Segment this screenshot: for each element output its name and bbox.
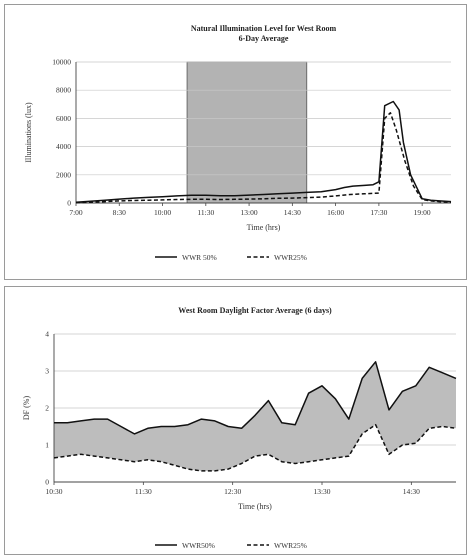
chart-subtitle: 6-Day Average (239, 34, 289, 43)
x-tick-label: 17:30 (370, 208, 387, 217)
y-tick-label: 6000 (56, 114, 71, 123)
y-tick-label: 4 (45, 330, 49, 339)
x-tick-label: 10:30 (45, 487, 62, 496)
illumination-chart-panel: Natural Illumination Level for West Room… (4, 4, 467, 280)
x-tick-label: 19:00 (414, 208, 431, 217)
x-tick-label: 8:30 (113, 208, 127, 217)
y-tick-label: 10000 (52, 58, 71, 67)
x-tick-label: 14:30 (403, 487, 420, 496)
x-tick-label: 13:00 (241, 208, 258, 217)
y-tick-label: 1 (45, 441, 49, 450)
x-tick-label: 14:30 (284, 208, 301, 217)
chart-title: West Room Daylight Factor Average (6 day… (178, 306, 332, 315)
x-tick-label: 11:30 (197, 208, 214, 217)
y-axis-title: Illuminations (lux) (24, 102, 33, 163)
x-tick-label: 13:30 (313, 487, 330, 496)
series-line-1 (75, 100, 452, 204)
series-line-2 (75, 112, 452, 204)
y-tick-label: 8000 (56, 86, 71, 95)
x-tick-label: 11:30 (135, 487, 152, 496)
y-tick-label: 2 (45, 404, 49, 413)
illumination-chart: Natural Illumination Level for West Room… (24, 24, 452, 262)
daylight-factor-chart: West Room Daylight Factor Average (6 day… (22, 306, 457, 550)
y-tick-label: 0 (67, 199, 71, 208)
y-tick-label: 2000 (56, 170, 71, 179)
legend-label-1: WWR 50% (182, 253, 217, 262)
series-line-2 (53, 423, 457, 472)
y-tick-label: 3 (45, 367, 49, 376)
legend-label-1: WWR50% (182, 541, 215, 550)
series-line-1 (54, 361, 457, 435)
y-tick-label: 0 (45, 478, 49, 487)
chart-title: Natural Illumination Level for West Room (191, 24, 337, 33)
y-axis-title: DF (%) (22, 396, 31, 421)
x-axis-title: Time (hrs) (238, 502, 272, 511)
x-tick-label: 10:00 (154, 208, 171, 217)
shaded-period-band (186, 61, 308, 204)
x-axis-title: Time (hrs) (247, 223, 281, 232)
daylight-factor-chart-panel: West Room Daylight Factor Average (6 day… (4, 286, 467, 555)
legend-label-2: WWR25% (274, 541, 307, 550)
x-tick-label: 7:00 (69, 208, 83, 217)
x-tick-label: 16:00 (327, 208, 344, 217)
y-tick-label: 4000 (56, 142, 71, 151)
legend-label-2: WWR25% (274, 253, 307, 262)
x-tick-label: 12:30 (224, 487, 241, 496)
